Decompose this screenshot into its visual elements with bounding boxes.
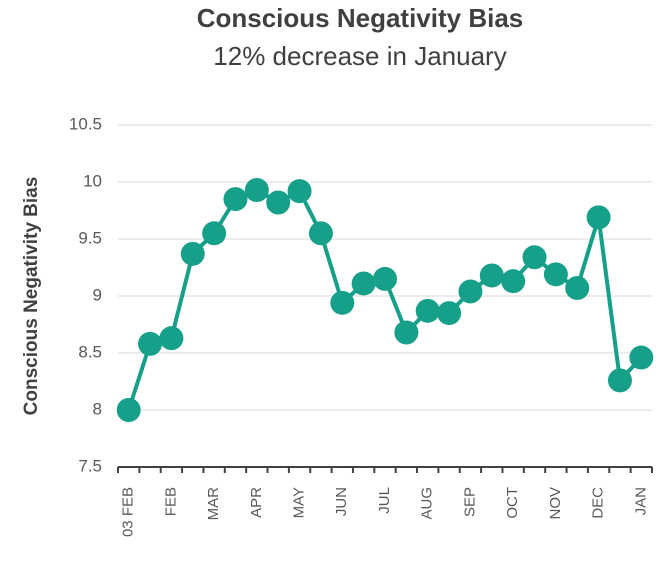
y-tick-label: 8.5 xyxy=(78,342,102,361)
point xyxy=(458,279,483,304)
x-tick-label: JAN xyxy=(632,487,649,515)
x-tick-label: DEC xyxy=(590,487,607,519)
point xyxy=(629,345,654,370)
x-tick-label: MAY xyxy=(291,487,308,518)
y-tick-label: 8 xyxy=(93,399,102,418)
x-tick-label: 03 FEB xyxy=(120,487,137,537)
y-tick-label: 7.5 xyxy=(78,456,102,475)
point xyxy=(607,368,632,393)
point xyxy=(543,262,568,287)
y-tick-label: 10 xyxy=(83,171,102,190)
point xyxy=(586,205,611,230)
point xyxy=(223,187,248,212)
series-line xyxy=(126,187,643,411)
point xyxy=(394,320,419,345)
point xyxy=(116,398,141,422)
x-tick-label: NOV xyxy=(547,487,564,520)
y-tick-label: 9.5 xyxy=(78,228,102,247)
chart-title: Conscious Negativity Bias xyxy=(197,3,524,33)
point xyxy=(565,276,590,301)
point xyxy=(180,241,205,266)
point xyxy=(501,269,526,294)
point xyxy=(138,331,163,356)
point xyxy=(266,190,291,215)
x-tick-label: OCT xyxy=(504,487,521,519)
x-tick-label: SEP xyxy=(461,487,478,517)
point xyxy=(437,301,462,326)
x-tick-label: AUG xyxy=(419,487,436,520)
point xyxy=(373,266,397,291)
x-tick-label: JUL xyxy=(376,487,393,514)
x-tick-label: MAR xyxy=(205,487,222,521)
y-axis-title: Conscious Negativity Bias xyxy=(21,177,42,416)
point xyxy=(244,177,269,202)
point xyxy=(330,290,355,315)
y-tick-label: 9 xyxy=(93,285,102,304)
point xyxy=(351,271,376,296)
point xyxy=(287,179,312,204)
x-tick-label: APR xyxy=(248,487,265,518)
x-tick-label: JUN xyxy=(333,487,350,516)
point xyxy=(202,221,227,246)
point xyxy=(415,298,440,323)
point xyxy=(479,263,504,288)
point xyxy=(159,326,184,351)
x-tick-label: FEB xyxy=(162,487,179,516)
point xyxy=(522,245,547,270)
point xyxy=(308,221,333,246)
chart-subtitle: 12% decrease in January xyxy=(213,41,506,71)
y-tick-label: 10.5 xyxy=(69,114,102,133)
